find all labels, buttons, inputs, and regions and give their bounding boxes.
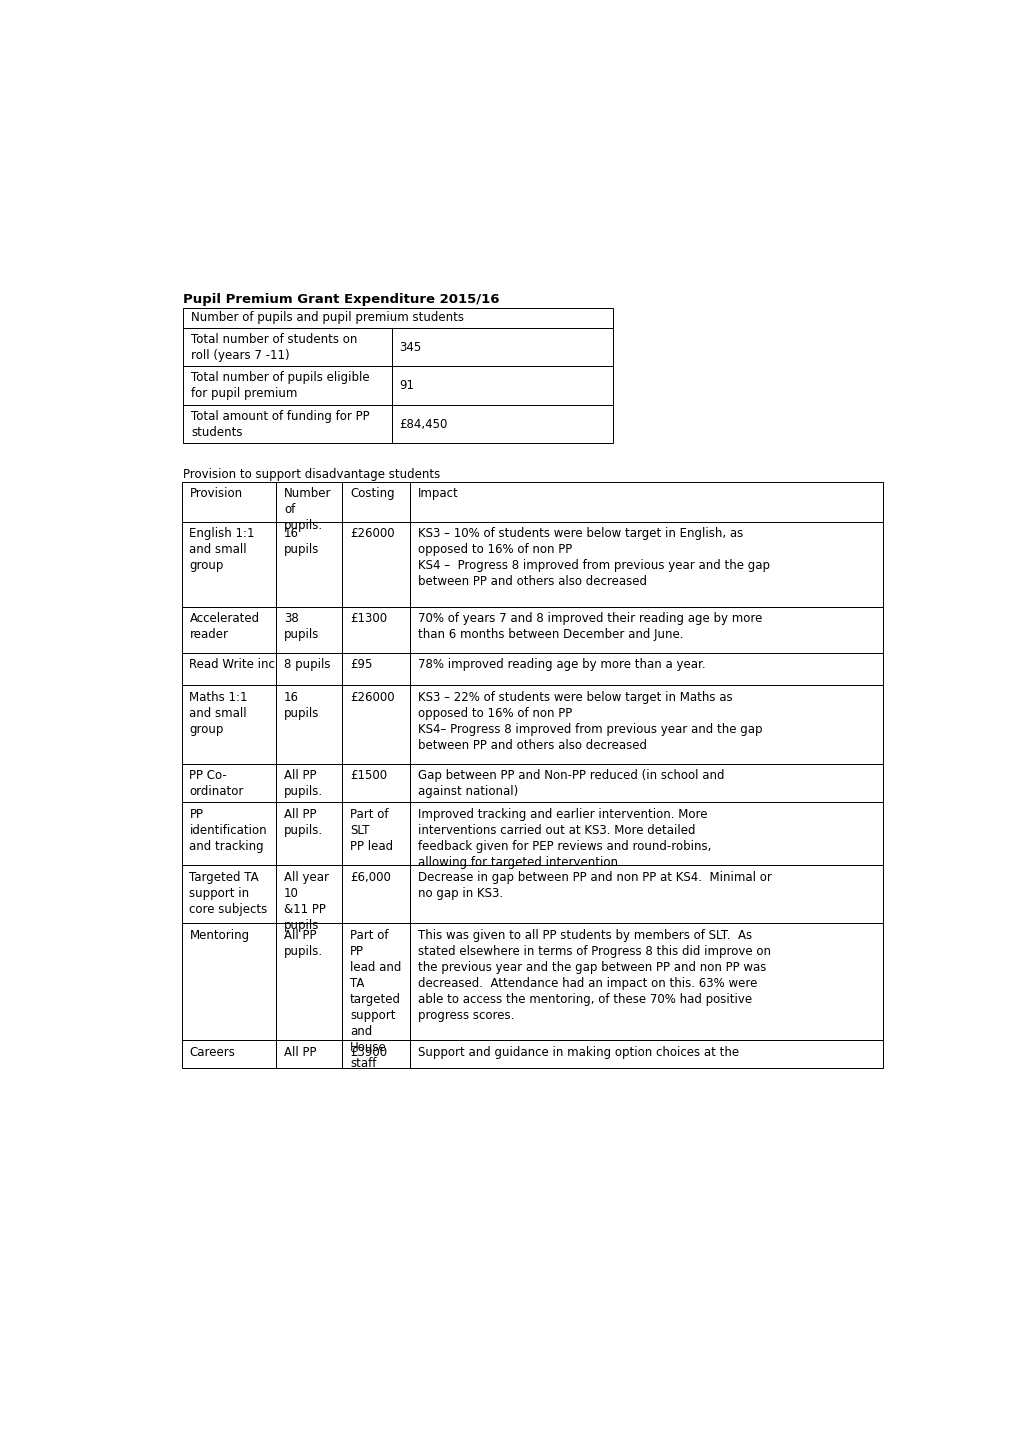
Bar <box>391 328 612 367</box>
Text: All PP
pupils.: All PP pupils. <box>283 808 323 837</box>
Bar <box>341 606 410 652</box>
Bar <box>410 1040 882 1068</box>
Bar <box>341 685 410 763</box>
Bar <box>341 763 410 802</box>
Text: Impact: Impact <box>418 488 459 501</box>
Text: Number of pupils and pupil premium students: Number of pupils and pupil premium stude… <box>191 312 464 325</box>
Bar <box>181 924 276 1040</box>
Text: This was given to all PP students by members of SLT.  As
stated elsewhere in ter: This was given to all PP students by mem… <box>418 928 770 1022</box>
Text: Improved tracking and earlier intervention. More
interventions carried out at KS: Improved tracking and earlier interventi… <box>418 808 711 869</box>
Text: Provision: Provision <box>190 488 243 501</box>
Text: Part of
PP
lead and
TA
targeted
support
and
House
staff: Part of PP lead and TA targeted support … <box>350 928 400 1069</box>
Text: 91: 91 <box>399 380 415 392</box>
Bar <box>276 685 341 763</box>
Bar <box>276 802 341 866</box>
Bar <box>183 367 391 405</box>
Bar <box>391 367 612 405</box>
Text: KS3 – 22% of students were below target in Maths as
opposed to 16% of non PP
KS4: KS3 – 22% of students were below target … <box>418 691 762 752</box>
Bar <box>276 763 341 802</box>
Text: Decrease in gap between PP and non PP at KS4.  Minimal or
no gap in KS3.: Decrease in gap between PP and non PP at… <box>418 870 771 900</box>
Bar <box>181 685 276 763</box>
Text: £26000: £26000 <box>350 691 394 704</box>
Bar <box>183 328 391 367</box>
Text: £6,000: £6,000 <box>350 870 390 883</box>
Text: 78% improved reading age by more than a year.: 78% improved reading age by more than a … <box>418 658 705 671</box>
Text: £1300: £1300 <box>350 612 386 625</box>
Text: Mentoring: Mentoring <box>190 928 250 941</box>
Text: £1500: £1500 <box>350 769 386 782</box>
Text: 16
pupils: 16 pupils <box>283 527 319 557</box>
Text: Number
of
pupils.: Number of pupils. <box>283 488 331 532</box>
Bar <box>276 924 341 1040</box>
Bar <box>181 866 276 924</box>
Text: KS3 – 10% of students were below target in English, as
opposed to 16% of non PP
: KS3 – 10% of students were below target … <box>418 527 769 589</box>
Text: Gap between PP and Non-PP reduced (in school and
against national): Gap between PP and Non-PP reduced (in sc… <box>418 769 723 798</box>
Text: Support and guidance in making option choices at the: Support and guidance in making option ch… <box>418 1046 739 1059</box>
Text: 8 pupils: 8 pupils <box>283 658 330 671</box>
Text: PP Co-
ordinator: PP Co- ordinator <box>190 769 244 798</box>
Text: All PP
pupils.: All PP pupils. <box>283 928 323 958</box>
Text: All PP: All PP <box>283 1046 316 1059</box>
Bar <box>181 522 276 606</box>
Text: 16
pupils: 16 pupils <box>283 691 319 720</box>
Text: Total number of pupils eligible
for pupil premium: Total number of pupils eligible for pupi… <box>191 371 369 400</box>
Bar <box>410 606 882 652</box>
Text: Total number of students on
roll (years 7 -11): Total number of students on roll (years … <box>191 333 357 362</box>
Bar <box>181 1040 276 1068</box>
Text: £3900: £3900 <box>350 1046 386 1059</box>
Bar <box>410 763 882 802</box>
Bar <box>276 1040 341 1068</box>
Text: £95: £95 <box>350 658 372 671</box>
Bar <box>183 307 612 328</box>
Text: Maths 1:1
and small
group: Maths 1:1 and small group <box>190 691 248 736</box>
Bar <box>181 652 276 685</box>
Bar <box>181 802 276 866</box>
Bar <box>410 685 882 763</box>
Text: Pupil Premium Grant Expenditure 2015/16: Pupil Premium Grant Expenditure 2015/16 <box>183 293 499 306</box>
Bar <box>181 606 276 652</box>
Bar <box>341 802 410 866</box>
Text: Targeted TA
support in
core subjects: Targeted TA support in core subjects <box>190 870 268 916</box>
Bar <box>341 652 410 685</box>
Bar <box>410 866 882 924</box>
Bar <box>410 652 882 685</box>
Bar <box>181 763 276 802</box>
Text: English 1:1
and small
group: English 1:1 and small group <box>190 527 255 573</box>
Bar <box>341 924 410 1040</box>
Text: Provision to support disadvantage students: Provision to support disadvantage studen… <box>183 468 440 481</box>
Text: £84,450: £84,450 <box>399 417 447 430</box>
Text: Part of
SLT
PP lead: Part of SLT PP lead <box>350 808 392 853</box>
Bar <box>410 802 882 866</box>
Bar <box>276 866 341 924</box>
Bar <box>341 1040 410 1068</box>
Text: Total amount of funding for PP
students: Total amount of funding for PP students <box>191 410 369 439</box>
Bar <box>341 866 410 924</box>
Text: £26000: £26000 <box>350 527 394 540</box>
Text: All year
10
&11 PP
pupils: All year 10 &11 PP pupils <box>283 870 329 932</box>
Bar <box>410 522 882 606</box>
Bar <box>341 522 410 606</box>
Text: PP
identification
and tracking: PP identification and tracking <box>190 808 267 853</box>
Text: Costing: Costing <box>350 488 394 501</box>
Text: 345: 345 <box>399 341 422 354</box>
Bar <box>276 522 341 606</box>
Text: Careers: Careers <box>190 1046 235 1059</box>
Text: All PP
pupils.: All PP pupils. <box>283 769 323 798</box>
Bar <box>391 405 612 443</box>
Bar <box>276 652 341 685</box>
Text: Read Write inc: Read Write inc <box>190 658 275 671</box>
Bar <box>181 482 276 522</box>
Text: 38
pupils: 38 pupils <box>283 612 319 641</box>
Bar <box>183 405 391 443</box>
Bar <box>410 924 882 1040</box>
Bar <box>276 482 341 522</box>
Bar <box>341 482 410 522</box>
Bar <box>410 482 882 522</box>
Bar <box>276 606 341 652</box>
Text: 70% of years 7 and 8 improved their reading age by more
than 6 months between De: 70% of years 7 and 8 improved their read… <box>418 612 762 641</box>
Text: Accelerated
reader: Accelerated reader <box>190 612 260 641</box>
